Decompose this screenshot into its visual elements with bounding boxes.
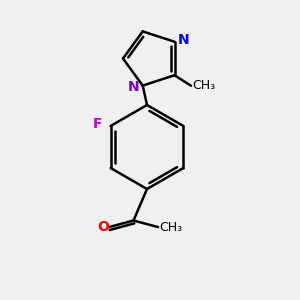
Text: CH₃: CH₃ — [193, 79, 216, 92]
Text: O: O — [98, 220, 110, 234]
Text: CH₃: CH₃ — [160, 220, 183, 234]
Text: F: F — [93, 118, 102, 131]
Text: N: N — [178, 33, 190, 47]
Text: N: N — [128, 80, 139, 94]
